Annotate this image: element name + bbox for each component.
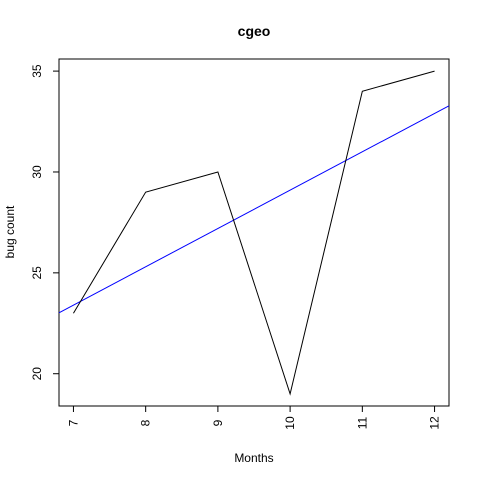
y-axis-title: bug count	[3, 205, 17, 258]
x-axis-tick-label: 10	[283, 416, 297, 430]
series-line-1	[73, 70, 435, 396]
x-axis-tick-label: 9	[211, 419, 225, 426]
data-point	[73, 313, 74, 314]
data-point	[145, 192, 146, 193]
chart-title: cgeo	[238, 23, 271, 39]
trendline	[58, 105, 450, 314]
x-axis-tick-label: 12	[428, 416, 442, 430]
x-axis-tick-label: 8	[139, 419, 153, 426]
x-axis-title: Months	[234, 451, 273, 465]
y-axis-tick-label: 30	[30, 165, 44, 179]
y-axis-tick-label: 25	[30, 266, 44, 280]
data-point	[362, 91, 363, 92]
x-axis-ticks: 7 8 9 10 11 12	[66, 406, 442, 430]
y-axis-tick-label: 20	[30, 367, 44, 381]
x-axis-tick-label: 7	[66, 419, 80, 426]
data-point	[217, 171, 218, 172]
x-axis-tick-label: 11	[355, 416, 369, 429]
y-axis-tick-label: 35	[30, 64, 44, 78]
data-point	[290, 393, 291, 394]
data-point	[434, 71, 435, 72]
plot-frame	[58, 58, 450, 407]
y-axis-ticks: 20 25 30 35	[30, 64, 59, 380]
